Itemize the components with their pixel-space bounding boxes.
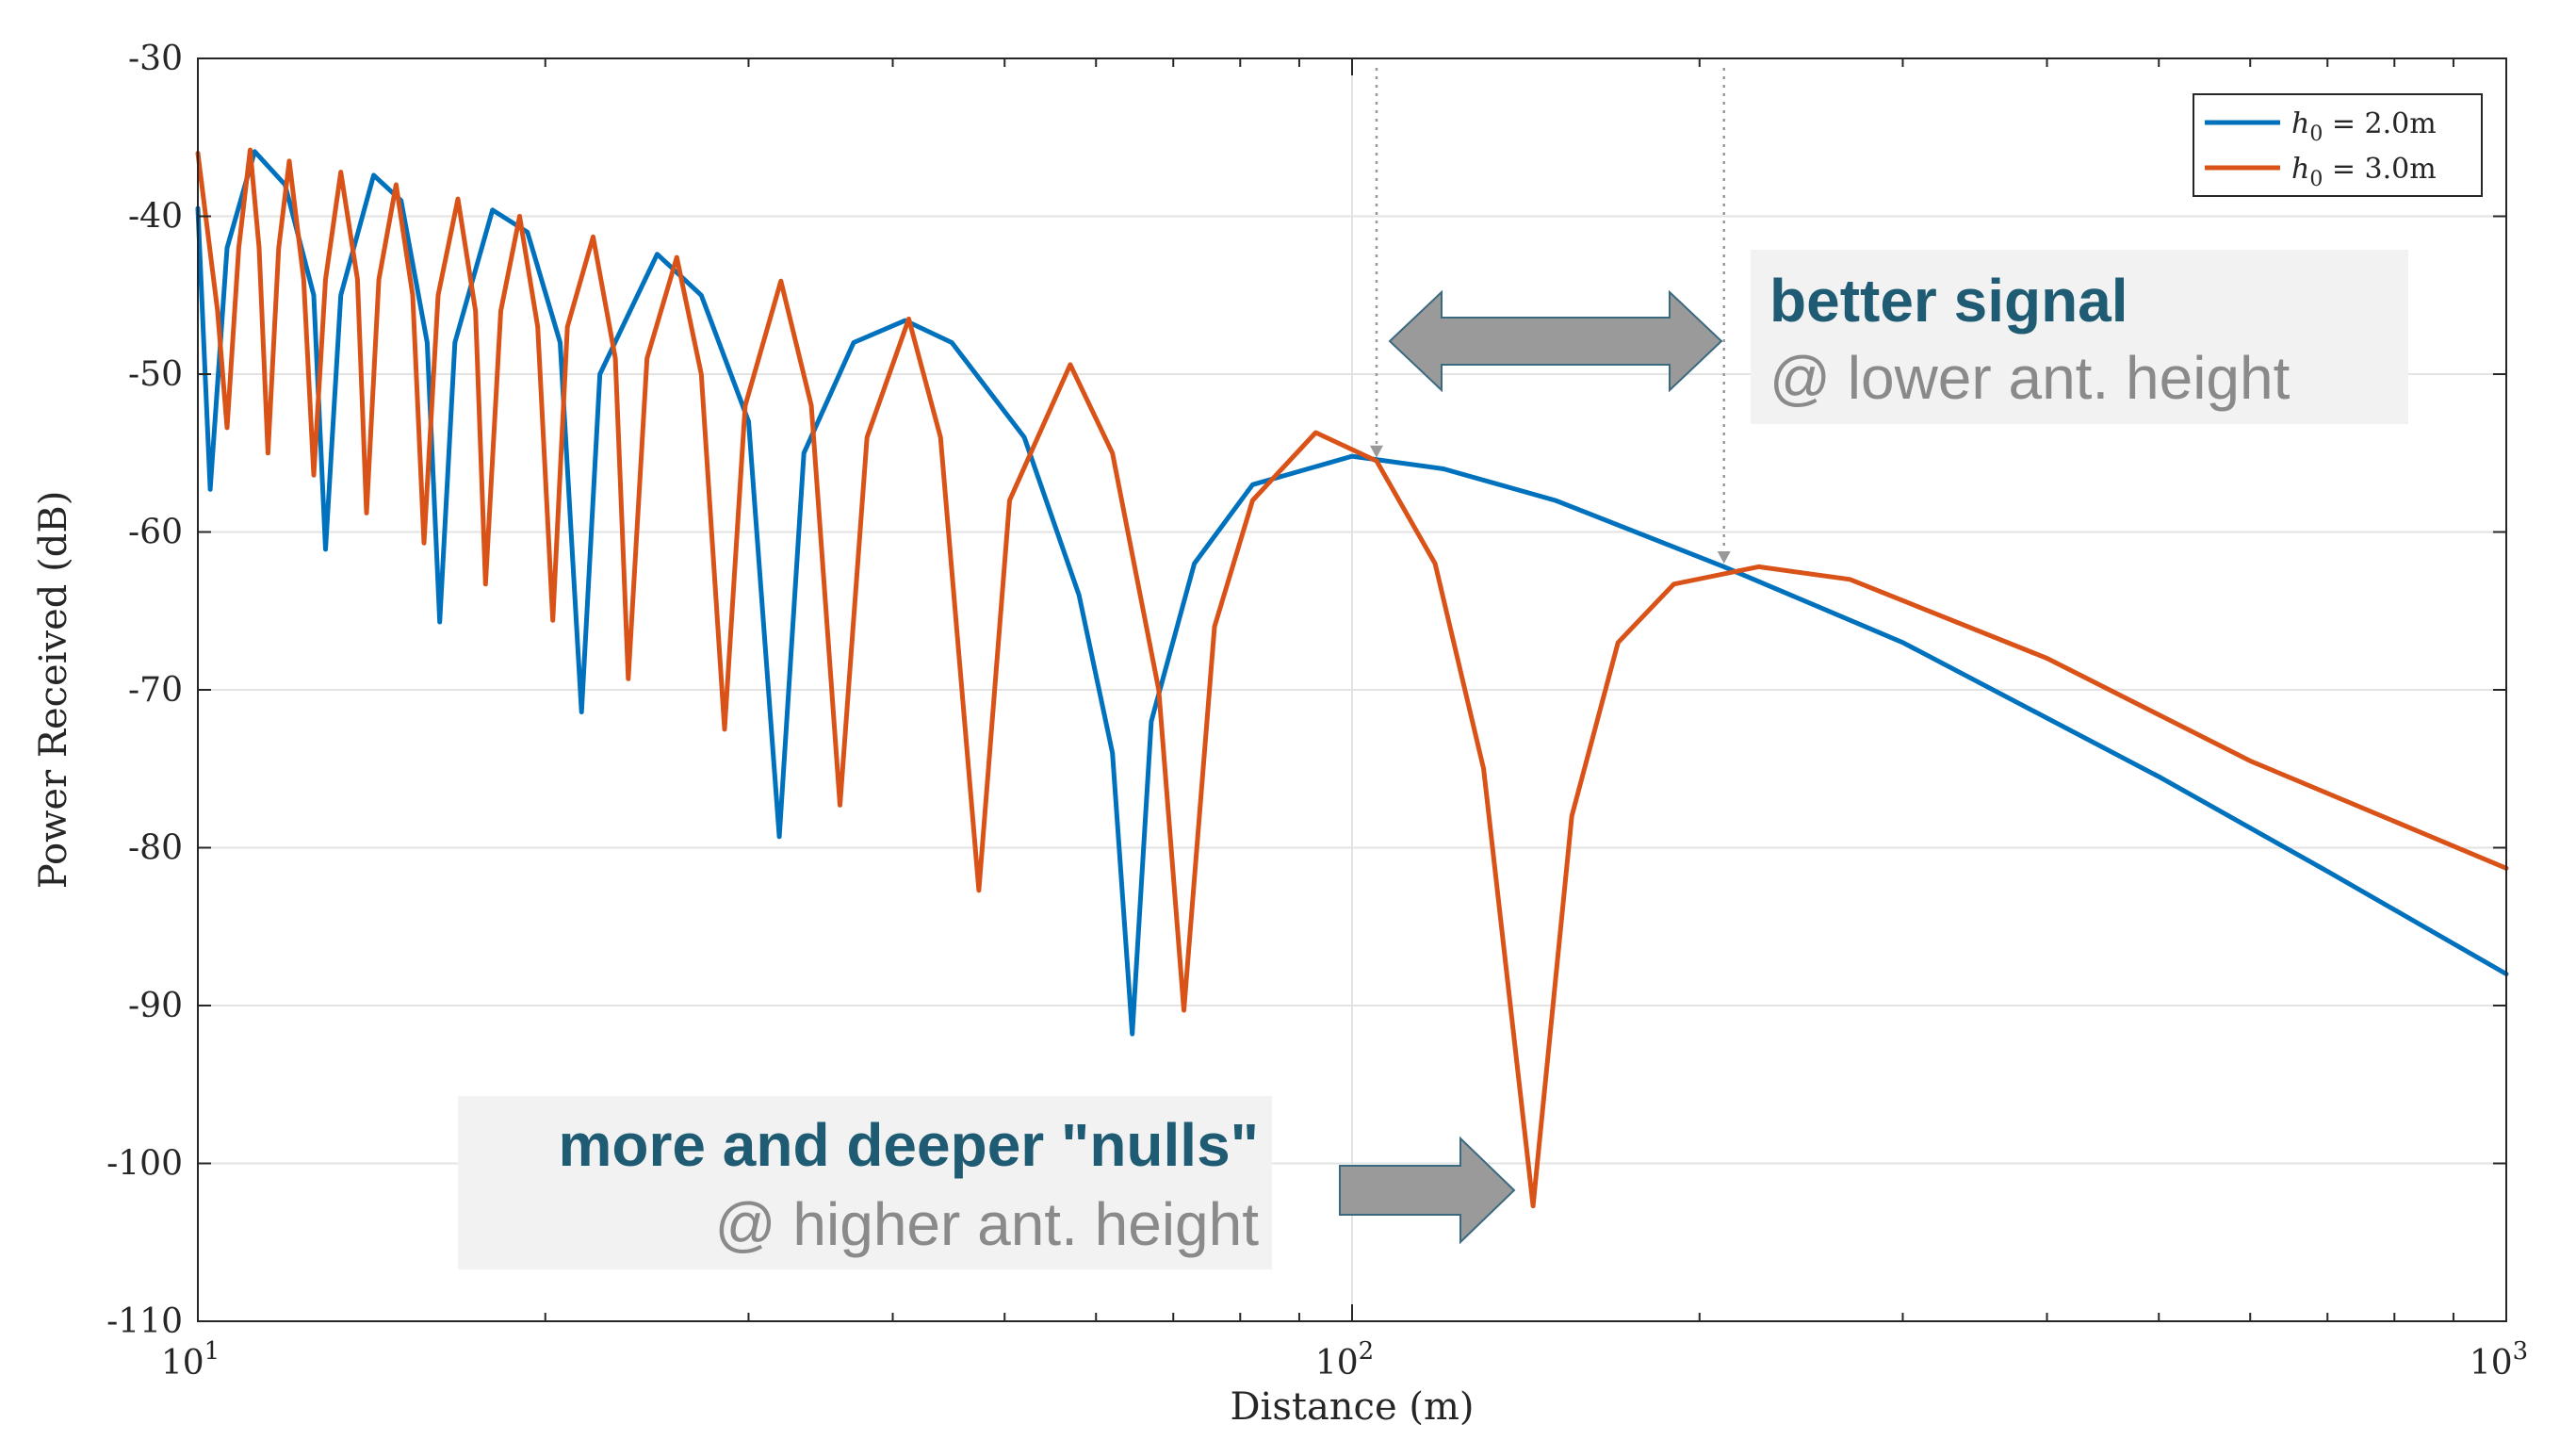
y-tick-label: -40 bbox=[128, 198, 183, 237]
y-tick-label: -80 bbox=[128, 829, 183, 868]
x-tick-label: 103 bbox=[2470, 1337, 2528, 1383]
legend-value: = 3.0m bbox=[2323, 153, 2436, 186]
legend-value: = 2.0m bbox=[2323, 107, 2436, 140]
double-arrow bbox=[1388, 289, 1723, 393]
y-tick-label: -50 bbox=[128, 355, 183, 394]
better-signal-callout: better signal @ lower ant. height bbox=[1388, 250, 2408, 424]
legend-label: h0 = 2.0m bbox=[2291, 107, 2437, 146]
y-tick-label: -100 bbox=[106, 1145, 183, 1184]
y-axis-label: Power Received (dB) bbox=[32, 491, 75, 890]
x-tick-exponent: 1 bbox=[204, 1337, 220, 1366]
nulls-callout: more and deeper "nulls" @ higher ant. he… bbox=[458, 1096, 1516, 1269]
x-tick-exponent: 3 bbox=[2513, 1337, 2529, 1366]
better-signal-title: better signal bbox=[1769, 267, 2128, 335]
legend-box bbox=[2193, 93, 2483, 197]
y-tick-label: -70 bbox=[128, 671, 183, 710]
x-tick-exponent: 2 bbox=[1359, 1337, 1375, 1366]
nulls-title: more and deeper "nulls" bbox=[558, 1111, 1259, 1179]
series-layer bbox=[195, 147, 2509, 1209]
y-tick-label: -90 bbox=[128, 987, 183, 1025]
legend-subscript: 0 bbox=[2309, 123, 2323, 146]
nulls-box bbox=[458, 1096, 1272, 1269]
better-signal-box bbox=[1751, 250, 2408, 424]
reference-arrowhead bbox=[1717, 551, 1731, 565]
legend-subscript: 0 bbox=[2309, 168, 2323, 191]
y-tick-label: -110 bbox=[106, 1302, 183, 1341]
reference-arrowhead bbox=[1369, 445, 1383, 458]
series-line bbox=[195, 149, 2509, 1037]
y-tick-label: -30 bbox=[128, 40, 183, 78]
y-tick-label: -60 bbox=[128, 514, 183, 552]
x-axis-label: Distance (m) bbox=[1230, 1385, 1474, 1429]
series-line bbox=[195, 147, 2509, 1209]
nulls-subtitle: @ higher ant. height bbox=[715, 1190, 1260, 1258]
x-tick-label: 102 bbox=[1315, 1337, 1374, 1383]
x-tick-label: 101 bbox=[161, 1337, 220, 1383]
better-signal-subtitle: @ lower ant. height bbox=[1769, 344, 2291, 412]
reference-lines bbox=[1369, 68, 1731, 565]
right-arrow bbox=[1339, 1136, 1516, 1245]
